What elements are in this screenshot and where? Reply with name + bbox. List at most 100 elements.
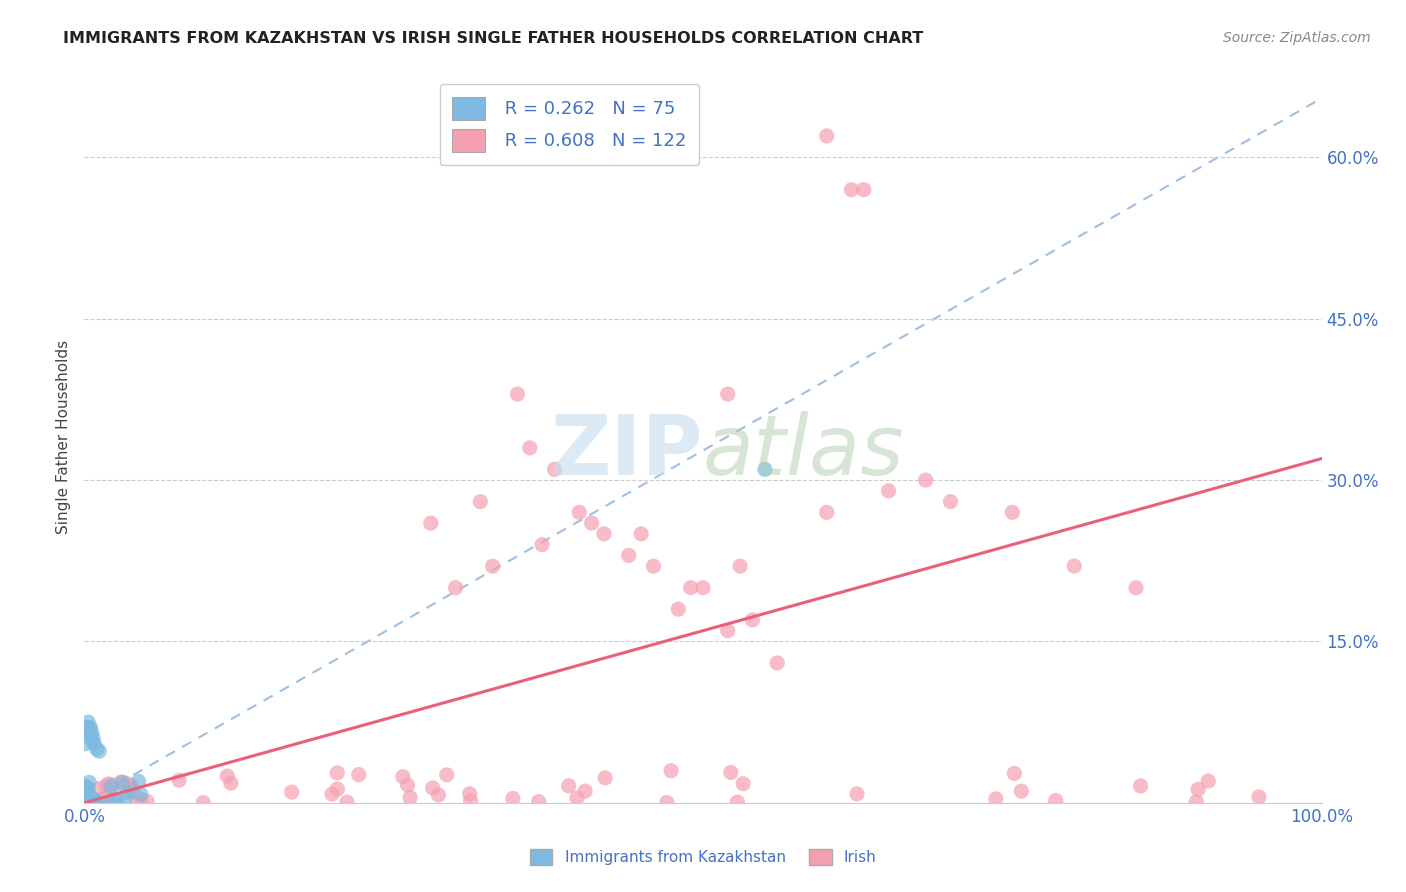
Point <box>75 786 97 800</box>
Point <box>574 784 596 798</box>
Point <box>73 789 96 803</box>
Point <box>519 441 541 455</box>
Point <box>841 183 863 197</box>
Point <box>73 784 96 798</box>
Point <box>76 793 98 807</box>
Point <box>630 527 652 541</box>
Point <box>728 559 751 574</box>
Point <box>399 790 422 805</box>
Point <box>725 795 748 809</box>
Point <box>1197 774 1219 789</box>
Point <box>75 787 97 801</box>
Point <box>396 778 419 792</box>
Point <box>422 780 444 795</box>
Point <box>100 780 122 794</box>
Point <box>914 473 936 487</box>
Point <box>741 613 763 627</box>
Point <box>659 764 682 778</box>
Point <box>76 781 98 796</box>
Point <box>1185 795 1208 809</box>
Point <box>75 785 97 799</box>
Point <box>75 795 97 809</box>
Point <box>82 795 104 809</box>
Point <box>129 788 152 802</box>
Point <box>110 774 132 789</box>
Point <box>568 505 591 519</box>
Point <box>73 783 96 797</box>
Point <box>852 183 875 197</box>
Point <box>96 779 118 793</box>
Point <box>73 780 96 795</box>
Point <box>73 783 96 797</box>
Point <box>655 796 678 810</box>
Point <box>111 775 134 789</box>
Point <box>75 795 97 809</box>
Point <box>76 790 98 805</box>
Point <box>104 786 127 800</box>
Point <box>717 387 740 401</box>
Point <box>1010 784 1032 798</box>
Point <box>75 737 97 751</box>
Point <box>815 505 838 519</box>
Point <box>815 128 838 143</box>
Point <box>77 791 100 805</box>
Point <box>73 781 96 796</box>
Point <box>73 783 96 797</box>
Point <box>427 788 450 802</box>
Point <box>75 783 97 797</box>
Point <box>75 782 97 797</box>
Point <box>939 494 962 508</box>
Point <box>87 781 110 796</box>
Point <box>1125 581 1147 595</box>
Point <box>877 483 900 498</box>
Point <box>984 792 1007 806</box>
Point <box>76 785 98 799</box>
Point <box>76 788 98 802</box>
Point <box>77 726 100 740</box>
Point <box>481 559 503 574</box>
Point <box>76 780 98 795</box>
Point <box>75 781 97 796</box>
Point <box>219 776 242 790</box>
Point <box>73 780 96 795</box>
Point <box>79 731 101 746</box>
Y-axis label: Single Father Households: Single Father Households <box>56 340 72 534</box>
Point <box>679 581 702 595</box>
Text: atlas: atlas <box>703 411 904 492</box>
Point <box>73 790 96 805</box>
Point <box>80 793 103 807</box>
Text: Source: ZipAtlas.com: Source: ZipAtlas.com <box>1223 31 1371 45</box>
Point <box>444 581 467 595</box>
Point <box>692 581 714 595</box>
Point <box>217 769 239 783</box>
Point <box>98 796 121 810</box>
Point <box>118 780 141 795</box>
Point <box>84 793 107 807</box>
Point <box>83 794 105 808</box>
Point <box>75 795 97 809</box>
Point <box>73 789 96 804</box>
Point <box>643 559 665 574</box>
Point <box>1045 793 1067 807</box>
Point <box>75 790 97 805</box>
Point <box>75 793 97 807</box>
Point <box>1187 782 1209 797</box>
Point <box>581 516 603 530</box>
Point <box>76 795 98 809</box>
Point <box>73 781 96 796</box>
Point <box>167 773 190 788</box>
Point <box>76 796 98 810</box>
Point <box>392 770 415 784</box>
Point <box>76 782 98 797</box>
Point <box>75 787 97 801</box>
Point <box>75 786 97 800</box>
Point <box>326 765 349 780</box>
Point <box>128 774 150 789</box>
Point <box>75 782 97 797</box>
Point <box>531 538 554 552</box>
Point <box>75 789 97 803</box>
Point <box>75 782 97 797</box>
Legend: Immigrants from Kazakhstan, Irish: Immigrants from Kazakhstan, Irish <box>523 843 883 871</box>
Point <box>101 778 124 792</box>
Point <box>75 790 97 805</box>
